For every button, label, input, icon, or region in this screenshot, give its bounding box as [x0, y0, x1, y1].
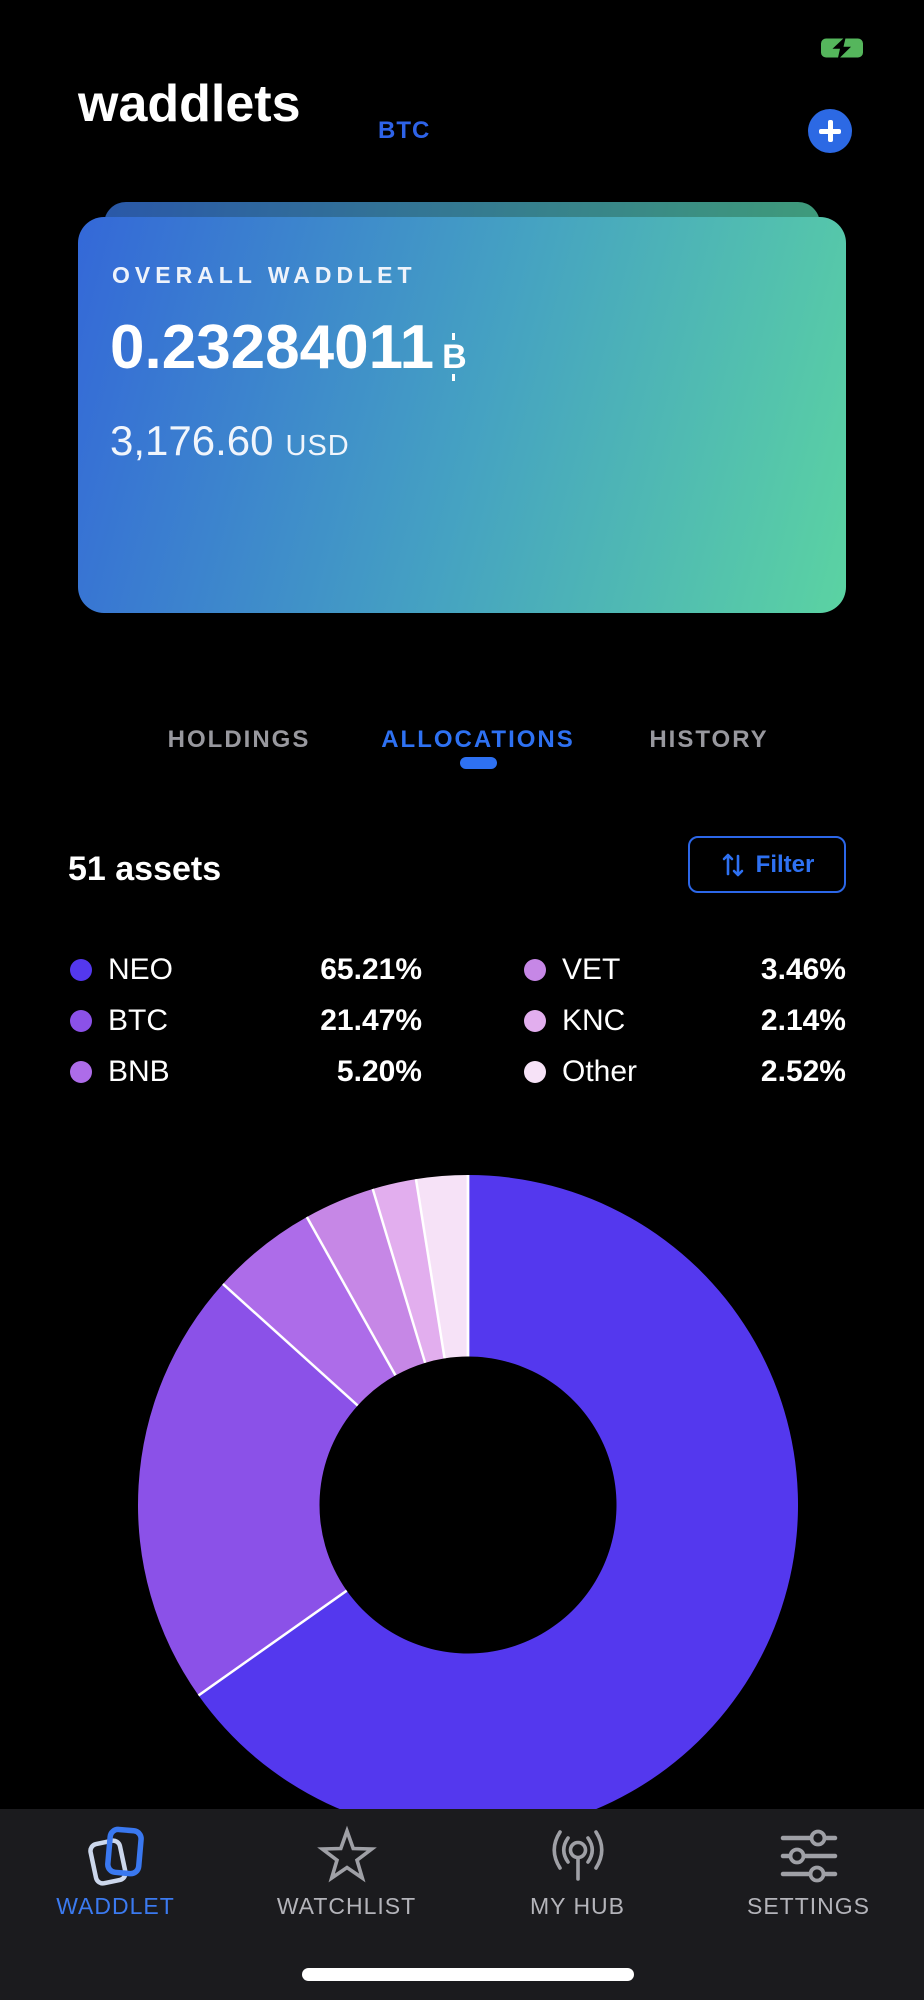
legend-dot [524, 1009, 546, 1032]
legend-asset-label: KNC [562, 1003, 626, 1037]
legend-asset-label: NEO [108, 952, 174, 986]
donut-slice-btc [138, 1283, 358, 1696]
donut-slice-vet [306, 1189, 426, 1376]
broadcast-icon [546, 1825, 610, 1887]
legend-left-column: NEO 65.21% BTC 21.47% BNB 5.20% [70, 944, 422, 1097]
tabbar-label: WADDLET [56, 1893, 175, 1919]
tabbar-label: WATCHLIST [276, 1893, 417, 1919]
fiat-balance-row: 3,176.60 USD [110, 417, 350, 465]
legend-asset-label: Other [562, 1054, 638, 1088]
allocation-donut-chart [138, 1175, 798, 1835]
legend-item-btc: BTC 21.47% [70, 995, 422, 1046]
page-title: waddlets [78, 75, 301, 133]
battery-charging-icon [821, 36, 863, 60]
assets-count-label: 51 assets [68, 850, 222, 888]
legend-item-knc: KNC 2.14% [524, 995, 846, 1046]
tabbar-item-watchlist[interactable]: WATCHLIST [231, 1809, 462, 2000]
filter-button[interactable]: Filter [688, 836, 846, 893]
tabbar-item-waddlet[interactable]: WADDLET [0, 1809, 231, 2000]
donut-slice-neo [198, 1175, 798, 1835]
donut-slice-knc [372, 1179, 445, 1363]
legend-item-vet: VET 3.46% [524, 944, 846, 995]
card-label: OVERALL WADDLET [112, 262, 417, 288]
btc-symbol: B [442, 333, 467, 381]
btc-balance-row: 0.23284011 B [110, 317, 467, 381]
filter-button-label: Filter [755, 850, 815, 878]
legend-dot [70, 958, 92, 981]
add-waddlet-button[interactable] [808, 109, 852, 153]
donut-slice-bnb [222, 1217, 396, 1406]
legend-asset-percent: 21.47% [320, 1003, 422, 1037]
legend-asset-percent: 2.14% [760, 1003, 846, 1037]
tab-history[interactable]: HISTORY [649, 726, 769, 753]
waddlet-cards-icon [84, 1825, 148, 1887]
donut-slice-separator [414, 1178, 446, 1359]
donut-slice-separator [197, 1589, 348, 1697]
legend-asset-label: VET [562, 952, 621, 986]
legend-item-other: Other 2.52% [524, 1046, 846, 1097]
legend-dot [70, 1009, 92, 1032]
legend-dot [70, 1060, 92, 1083]
tab-allocations[interactable]: ALLOCATIONS [381, 726, 575, 753]
active-tab-indicator [460, 757, 497, 769]
fiat-balance-value: 3,176.60 [110, 417, 274, 464]
legend-right-column: VET 3.46% KNC 2.14% Other 2.52% [524, 944, 846, 1097]
legend-dot [524, 1060, 546, 1083]
legend-asset-percent: 2.52% [760, 1054, 846, 1088]
legend-asset-percent: 3.46% [760, 952, 846, 986]
star-icon [315, 1825, 379, 1887]
donut-slice-separator [222, 1283, 359, 1407]
legend-asset-percent: 5.20% [336, 1054, 422, 1088]
donut-slice-separator [371, 1188, 427, 1364]
tab-holdings[interactable]: HOLDINGS [167, 726, 311, 753]
legend-item-neo: NEO 65.21% [70, 944, 422, 995]
btc-balance-value: 0.23284011 [110, 313, 435, 382]
base-currency-tag[interactable]: BTC [378, 117, 431, 144]
legend-asset-label: BTC [108, 1003, 168, 1037]
legend-asset-percent: 65.21% [320, 952, 422, 986]
home-indicator[interactable] [302, 1968, 634, 1981]
legend-asset-label: BNB [108, 1054, 170, 1088]
tabbar-item-myhub[interactable]: MY HUB [462, 1809, 693, 2000]
donut-slice-other [415, 1175, 468, 1359]
fiat-currency-label: USD [285, 430, 350, 462]
tabbar-label: SETTINGS [746, 1893, 870, 1919]
donut-slice-separator [305, 1216, 397, 1377]
sliders-icon [777, 1825, 841, 1887]
tabbar-label: MY HUB [529, 1893, 626, 1919]
sort-arrows-icon [722, 853, 743, 876]
legend-dot [524, 958, 546, 981]
overall-waddlet-card[interactable]: OVERALL WADDLET 0.23284011 B 3,176.60 USD [78, 217, 846, 613]
legend-item-bnb: BNB 5.20% [70, 1046, 422, 1097]
tabbar-item-settings[interactable]: SETTINGS [693, 1809, 924, 2000]
